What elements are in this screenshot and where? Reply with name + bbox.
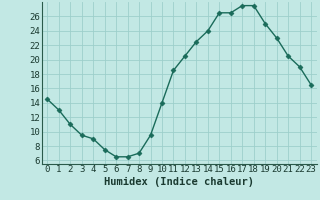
X-axis label: Humidex (Indice chaleur): Humidex (Indice chaleur) [104, 177, 254, 187]
